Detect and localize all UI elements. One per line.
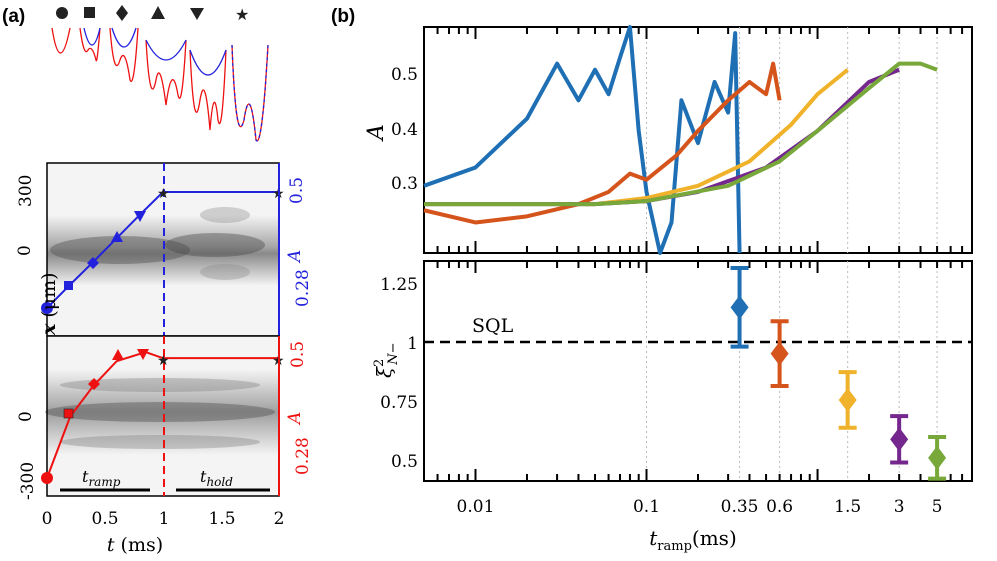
t-ramp-sub: ramp: [88, 475, 120, 489]
x-tick-label: 3: [894, 497, 905, 517]
a-xlabel-unit: (ms): [121, 534, 164, 556]
b-bottom-ylabel: ξ: [372, 366, 396, 378]
svg-text:ξ2N−: ξ2N−: [372, 342, 401, 378]
svg-text:0: 0: [15, 245, 35, 256]
marker-square-icon: [84, 7, 95, 18]
svg-text:0.5: 0.5: [287, 177, 307, 204]
t-hold-label: t: [200, 467, 207, 486]
marker-triangle-down-icon: [190, 8, 204, 20]
svg-text:1.25: 1.25: [380, 275, 418, 295]
svg-text:1: 1: [159, 509, 170, 529]
panel-a-label: (a): [2, 6, 25, 27]
svg-text:0.28: 0.28: [293, 269, 313, 307]
panel-b-label: (b): [331, 6, 355, 27]
svg-text:1.5: 1.5: [208, 509, 235, 529]
marker-diamond-icon: [116, 5, 128, 21]
svg-text:0.5: 0.5: [391, 452, 418, 472]
svg-text:A: A: [285, 412, 305, 426]
data-point: [770, 341, 789, 366]
svg-text:2: 2: [274, 509, 285, 529]
svg-text:tramp: tramp: [82, 467, 121, 489]
panel-a-top-plot: ★ ★ 300 0 0.5 0.28 A: [15, 162, 313, 337]
b-xlabel-sub: ramp: [657, 539, 692, 554]
marker-star-icon: ★: [235, 5, 249, 24]
series-line-green: [424, 61, 938, 207]
series-line-blue: [423, 25, 742, 255]
marker-circle-icon: [56, 7, 68, 19]
panel-b-bottom-plot: SQL 1.25 1 0.75 0.5 ξ2N− 0.01 0.1 0.35 0.6 1…: [372, 260, 973, 554]
svg-text:0.75: 0.75: [380, 393, 418, 413]
sql-label: SQL: [472, 315, 514, 337]
b-top-ylabel: A: [364, 124, 389, 142]
t-hold-sub: hold: [206, 475, 233, 489]
data-point: [838, 387, 857, 412]
x-tick-label: 0.35: [721, 497, 759, 517]
svg-text:thold: thold: [200, 467, 233, 489]
t-ramp-label: t: [82, 467, 89, 486]
svg-text:tramp(ms): tramp(ms): [649, 526, 737, 554]
svg-text:★: ★: [157, 353, 170, 369]
svg-text:0: 0: [16, 411, 36, 422]
panel-b-top-plot: 0.5 0.4 0.3 A: [364, 25, 973, 255]
data-point: [928, 445, 947, 470]
b-xlabel-var: t: [649, 526, 658, 550]
marker-triangle-up-icon: [151, 6, 165, 19]
a-ylabel-unit: (μm): [38, 272, 60, 317]
x-tick-label: 0.01: [457, 497, 495, 517]
svg-text:0.4: 0.4: [391, 120, 418, 140]
b-bottom-ylabel-sup: 2: [372, 359, 387, 367]
svg-text:x (μm): x (μm): [38, 272, 60, 336]
data-point: [730, 295, 749, 320]
panel-a-bottom-plot: ★ ★ tramp thold 0 -300 0.5 0.28 A 0 0.5 …: [16, 272, 313, 556]
svg-text:1: 1: [407, 334, 418, 354]
data-point: [890, 427, 909, 452]
svg-text:300: 300: [16, 175, 36, 207]
a-xlabel-var: t: [107, 534, 115, 556]
b-bottom-ylabel-sub: N−: [386, 342, 401, 365]
svg-text:0: 0: [42, 509, 53, 529]
svg-text:-300: -300: [18, 462, 38, 500]
svg-text:0.5: 0.5: [391, 65, 418, 85]
x-tick-label: 1.5: [834, 497, 861, 517]
a-top-right-axis-label: A: [285, 250, 305, 264]
b-xlabel-unit: (ms): [692, 526, 737, 550]
svg-text:0.3: 0.3: [391, 174, 418, 194]
x-tick-label: 0.6: [766, 497, 793, 517]
series-line-orange: [423, 61, 782, 225]
potential-sketches: ★: [51, 5, 269, 142]
x-tick-label: 5: [932, 497, 943, 517]
svg-text:★: ★: [157, 186, 170, 202]
svg-text:0.28: 0.28: [293, 437, 313, 475]
a-ylabel-var: x: [38, 323, 60, 336]
svg-text:0.5: 0.5: [288, 341, 308, 368]
svg-text:t (ms): t (ms): [107, 534, 163, 556]
svg-text:0.5: 0.5: [91, 509, 118, 529]
x-tick-label: 0.1: [633, 497, 660, 517]
